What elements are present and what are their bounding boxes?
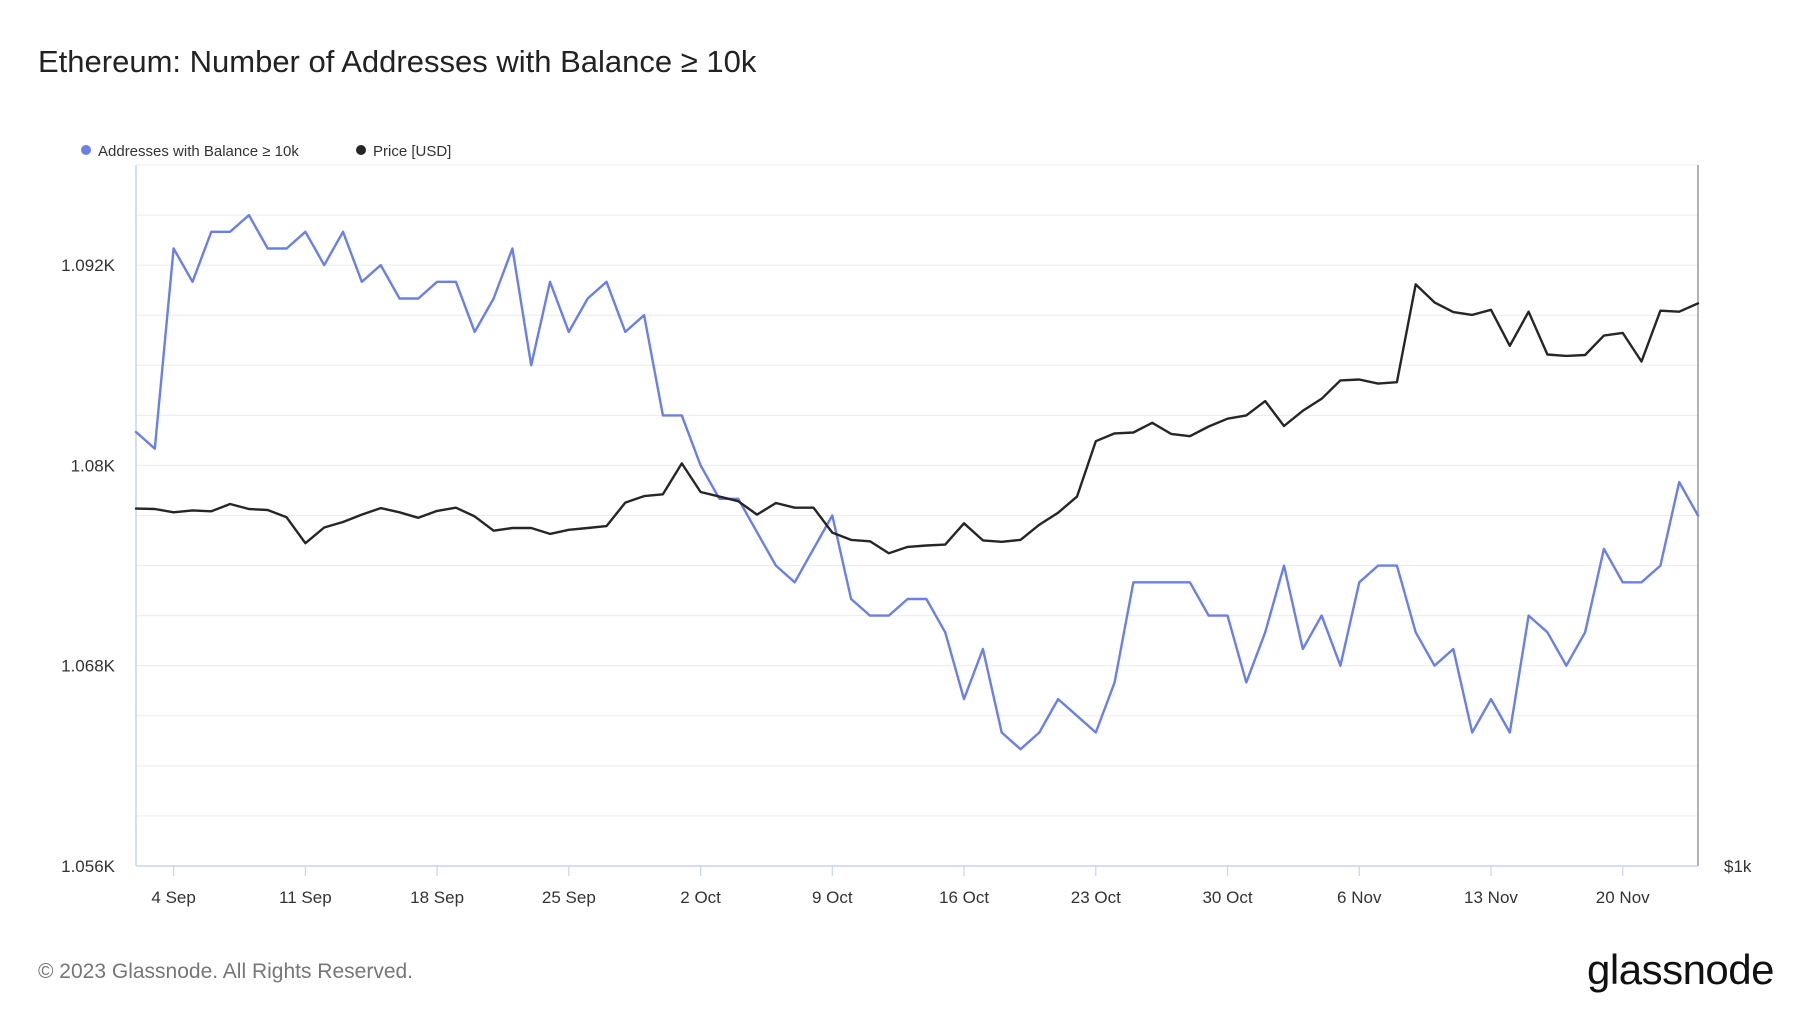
y2-axis-ticks: $1k: [1724, 857, 1752, 876]
y-tick-label: 1.068K: [61, 657, 116, 676]
x-tick-label: 25 Sep: [542, 888, 596, 907]
legend-label: Price [USD]: [373, 143, 451, 160]
price-series-line: [134, 283, 1700, 555]
x-tick-label: 16 Oct: [939, 888, 989, 907]
x-tick-label: 4 Sep: [151, 888, 195, 907]
copyright-footer: © 2023 Glassnode. All Rights Reserved.: [38, 960, 414, 983]
brand-logo[interactable]: glassnode: [1587, 946, 1774, 993]
y-tick-label: 1.08K: [71, 456, 116, 475]
legend-item-addresses[interactable]: Addresses with Balance ≥ 10k: [81, 143, 299, 160]
x-axis-ticks: 4 Sep 11 Sep 18 Sep 25 Sep 2 Oct 9 Oct 16 Oct 2…: [151, 866, 1650, 907]
legend-item-price[interactable]: Price [USD]: [356, 143, 451, 160]
y-tick-label: 1.092K: [61, 256, 116, 275]
y2-tick-label: $1k: [1724, 857, 1752, 876]
y-tick-label: 1.056K: [61, 857, 116, 876]
addresses-series-line: [134, 213, 1700, 751]
x-tick-label: 11 Sep: [279, 888, 332, 907]
x-tick-label: 6 Nov: [1337, 888, 1382, 907]
y-axis-ticks: 1.092K 1.08K 1.068K 1.056K: [61, 256, 116, 876]
x-tick-label: 9 Oct: [812, 888, 853, 907]
legend[interactable]: Addresses with Balance ≥ 10k Price [USD]: [81, 143, 451, 160]
x-tick-label: 13 Nov: [1464, 888, 1518, 907]
x-tick-label: 20 Nov: [1596, 888, 1650, 907]
legend-label: Addresses with Balance ≥ 10k: [98, 143, 299, 160]
x-tick-label: 30 Oct: [1202, 888, 1252, 907]
chart-title: Ethereum: Number of Addresses with Balan…: [38, 44, 757, 79]
x-tick-label: 23 Oct: [1071, 888, 1121, 907]
x-tick-label: 18 Sep: [410, 888, 464, 907]
x-tick-label: 2 Oct: [680, 888, 721, 907]
legend-marker: [356, 145, 366, 155]
legend-marker: [81, 145, 91, 155]
series-lines: [134, 213, 1700, 751]
gridlines: [136, 164, 1698, 817]
